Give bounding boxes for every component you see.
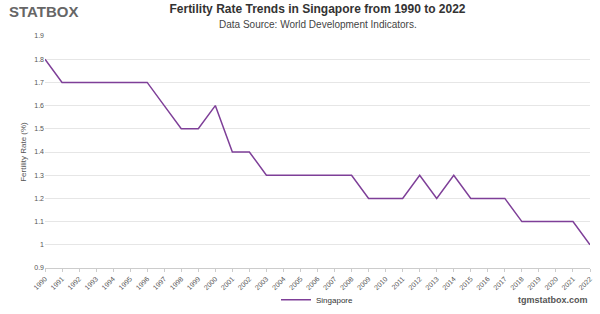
svg-text:1.2: 1.2: [34, 195, 44, 202]
svg-text:2020: 2020: [543, 275, 559, 291]
svg-text:1992: 1992: [66, 275, 82, 291]
svg-text:2009: 2009: [356, 275, 372, 291]
svg-text:2010: 2010: [373, 275, 389, 291]
svg-text:1996: 1996: [134, 275, 150, 291]
svg-text:2000: 2000: [203, 275, 219, 291]
svg-text:Data Source: World Development: Data Source: World Development Indicator…: [219, 19, 417, 30]
svg-text:1.3: 1.3: [34, 172, 44, 179]
svg-text:2002: 2002: [237, 275, 253, 291]
svg-text:1.7: 1.7: [34, 79, 44, 86]
svg-text:2015: 2015: [458, 275, 474, 291]
svg-text:2019: 2019: [526, 275, 542, 291]
svg-text:2021: 2021: [560, 275, 576, 291]
svg-text:1.9: 1.9: [34, 32, 44, 39]
svg-text:Singapore: Singapore: [316, 296, 353, 305]
svg-text:tgmstatbox.com: tgmstatbox.com: [518, 295, 588, 305]
svg-text:2007: 2007: [322, 275, 338, 291]
svg-text:1990: 1990: [32, 275, 48, 291]
svg-text:2018: 2018: [509, 275, 525, 291]
svg-text:2003: 2003: [254, 275, 270, 291]
svg-text:2011: 2011: [390, 275, 406, 291]
svg-text:2008: 2008: [339, 275, 355, 291]
svg-text:1.8: 1.8: [34, 56, 44, 63]
svg-text:STATBOX: STATBOX: [9, 3, 78, 20]
svg-text:1993: 1993: [83, 275, 99, 291]
svg-text:2017: 2017: [492, 275, 508, 291]
svg-text:1.4: 1.4: [34, 148, 44, 155]
svg-text:2013: 2013: [424, 275, 440, 291]
svg-text:2004: 2004: [271, 275, 287, 291]
svg-text:Fertility Rate Trends in Singa: Fertility Rate Trends in Singapore from …: [169, 2, 465, 16]
svg-text:1.6: 1.6: [34, 102, 44, 109]
svg-text:0.9: 0.9: [34, 264, 44, 271]
svg-text:1999: 1999: [185, 275, 201, 291]
svg-text:1.1: 1.1: [34, 218, 44, 225]
svg-text:2016: 2016: [475, 275, 491, 291]
svg-text:1.5: 1.5: [34, 125, 44, 132]
svg-text:1998: 1998: [168, 275, 184, 291]
svg-text:1997: 1997: [151, 275, 167, 291]
svg-text:2014: 2014: [441, 275, 457, 291]
svg-text:2001: 2001: [220, 275, 236, 291]
svg-text:2012: 2012: [407, 275, 423, 291]
svg-text:2005: 2005: [288, 275, 304, 291]
svg-text:1: 1: [40, 241, 44, 248]
svg-text:Fertility Rate (%): Fertility Rate (%): [19, 122, 28, 182]
svg-text:1994: 1994: [100, 275, 116, 291]
svg-text:1991: 1991: [49, 275, 65, 291]
svg-text:2006: 2006: [305, 275, 321, 291]
svg-text:1995: 1995: [117, 275, 133, 291]
svg-text:2022: 2022: [577, 275, 593, 291]
